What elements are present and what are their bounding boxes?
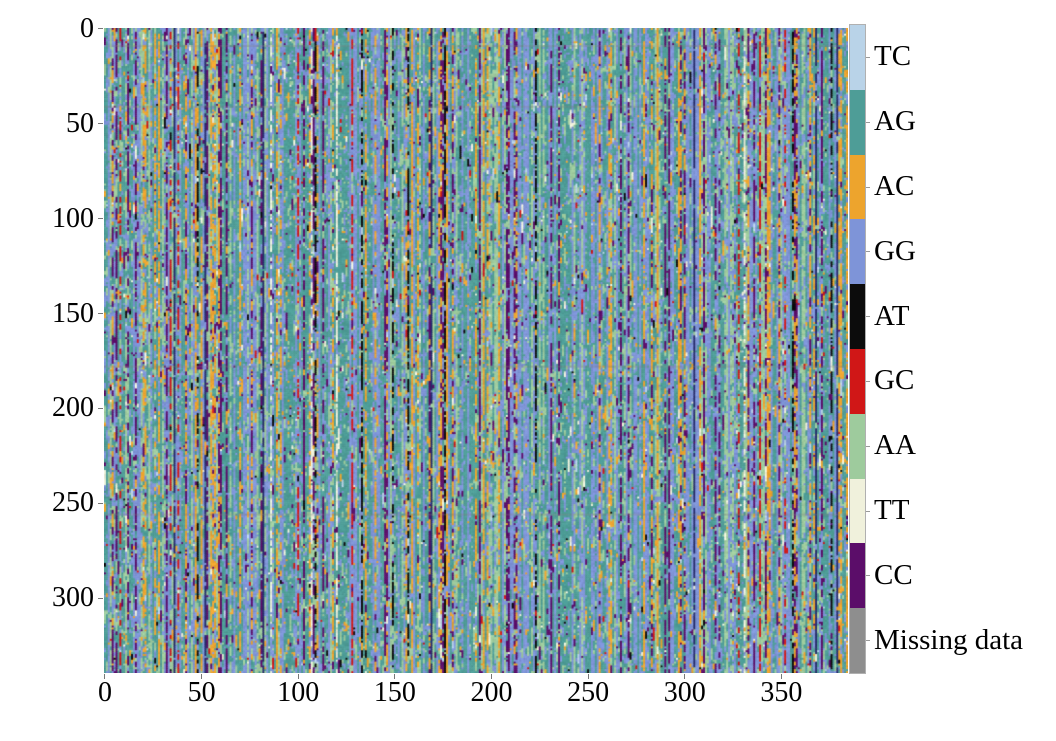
y-tick-mark [98,407,103,409]
x-tick-mark [684,674,686,679]
legend-tick-mark [866,316,870,318]
legend-label: AT [874,299,910,332]
y-tick-label: 200 [52,392,94,424]
y-tick-mark [98,28,103,30]
y-tick-label: 250 [52,487,94,519]
legend-label: GG [874,234,916,267]
legend-label: AG [874,105,916,138]
legend-tick-mark [866,380,870,382]
x-tick-mark [394,674,396,679]
legend-colorbar [849,24,866,674]
legend-tick-mark [866,445,870,447]
legend-label: TC [874,40,912,73]
legend-color-swatch-ac [850,154,865,220]
x-tick-label: 250 [567,677,610,708]
x-tick-mark [201,674,203,679]
legend-tick-mark [866,56,870,58]
legend-label: GC [874,364,915,397]
legend-color-swatch-ag [850,89,865,155]
x-tick-label: 150 [373,677,416,708]
legend-label: TT [874,493,910,526]
y-tick-label: 150 [52,297,94,329]
x-tick-label: 0 [97,677,112,708]
legend-label: AC [874,169,915,202]
legend-color-swatch-tt [850,478,865,544]
legend-color-swatch-at [850,284,865,349]
legend-tick-mark [866,121,870,123]
legend-label: Missing data [874,623,1024,656]
legend-tick-mark [866,251,870,253]
x-tick-mark [587,674,589,679]
legend-color-swatch-gg [850,219,865,285]
legend-tick-mark [866,186,870,188]
x-tick-label: 100 [277,677,320,708]
x-tick-label: 300 [663,677,706,708]
legend-color-swatch-missing-data [850,608,865,673]
legend-color-swatch-gc [850,349,865,414]
y-tick-mark [98,123,103,125]
x-tick-mark [104,674,106,679]
x-tick-label: 50 [187,677,216,708]
legend-label: CC [874,558,913,591]
y-tick-label: 50 [66,107,94,139]
y-tick-label: 300 [52,582,94,614]
legend-label: AA [874,429,916,462]
heatmap-canvas [104,28,848,673]
legend-tick-mark [866,640,870,642]
y-tick-mark [98,502,103,504]
x-tick-mark [780,674,782,679]
y-tick-label: 0 [80,12,94,44]
legend-tick-mark [866,575,870,577]
y-tick-mark [98,218,103,220]
y-tick-mark [98,597,103,599]
legend-tick-mark [866,510,870,512]
x-tick-mark [490,674,492,679]
x-tick-label: 200 [470,677,513,708]
legend-color-swatch-aa [850,413,865,479]
x-tick-mark [297,674,299,679]
legend-color-swatch-cc [850,543,865,609]
x-tick-label: 350 [760,677,803,708]
legend-color-swatch-tc [850,25,865,90]
y-tick-label: 100 [52,202,94,234]
y-tick-mark [98,313,103,314]
